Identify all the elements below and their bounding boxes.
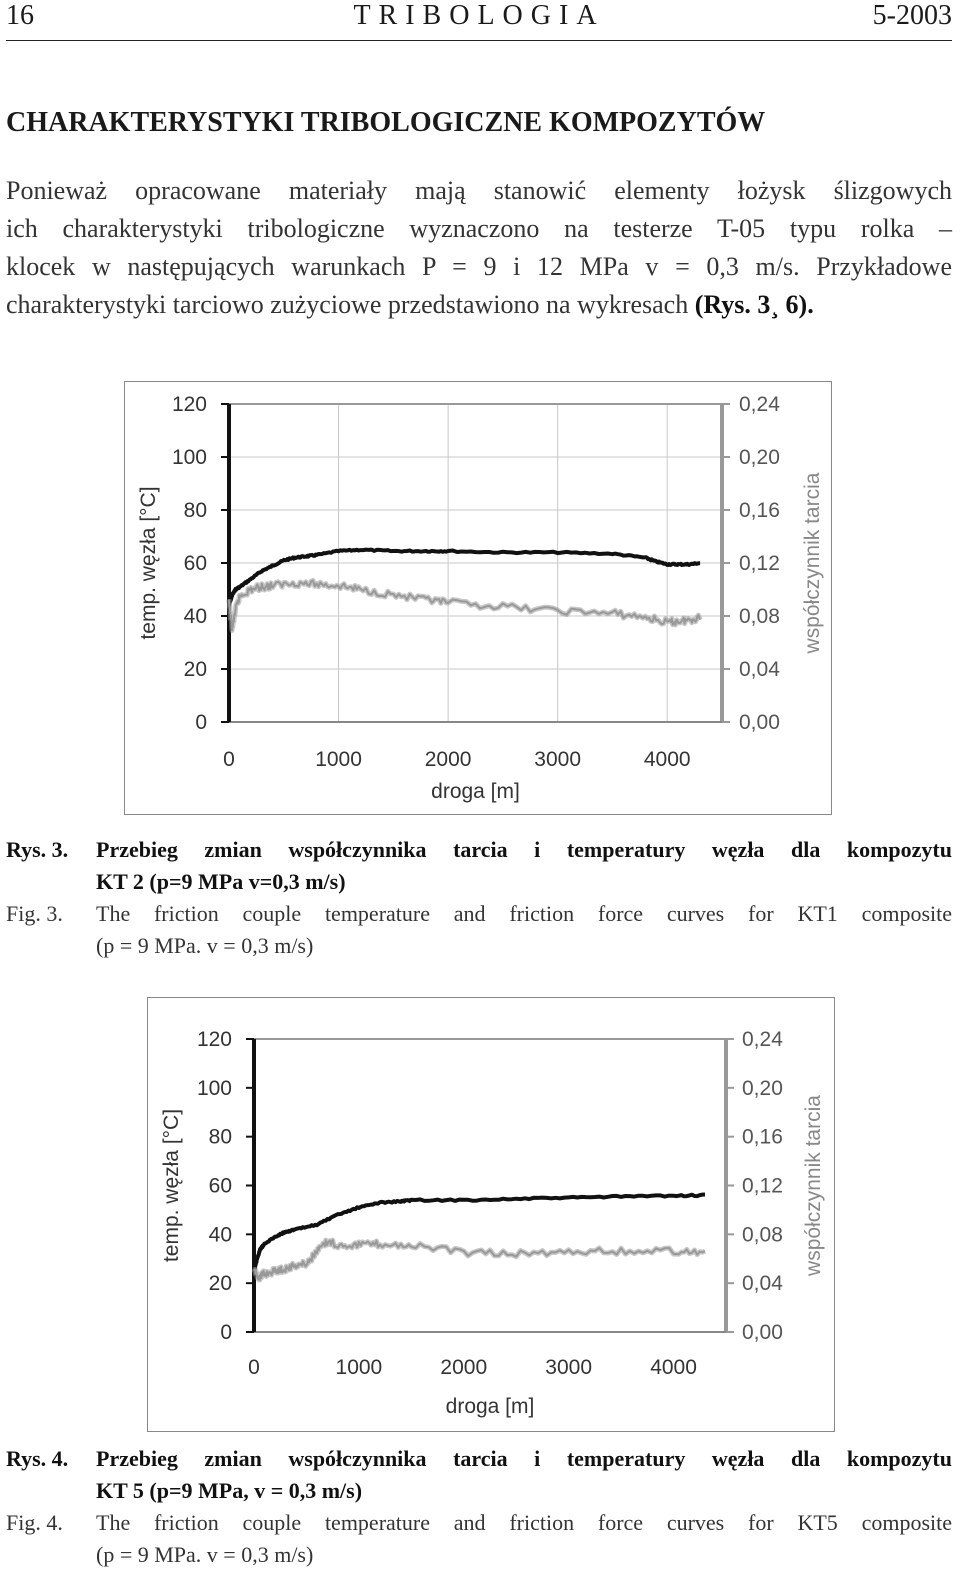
issue-number: 5-2003 [872, 0, 952, 31]
y-tick-label: 120 [197, 1028, 232, 1051]
x-tick-label: 4000 [650, 1356, 697, 1379]
figure-3-label-en: Fig. 3. [6, 901, 63, 926]
y-axis-label: temp. węzła [°C] [137, 486, 160, 639]
figure-4-caption-en: Fig. 4. The friction couple temperature … [6, 1507, 952, 1571]
y2-tick-label: 0,08 [742, 1223, 783, 1246]
figure-4-label-en: Fig. 4. [6, 1510, 63, 1535]
figure-3-chart: 0 20 40 60 80 100 120 0,00 0,04 0,08 0,12 0,16 0,20 0… [124, 381, 832, 815]
y2-tick-label: 0,12 [742, 1175, 783, 1198]
x-tick-label: 2000 [440, 1356, 487, 1379]
y2-tick-label: 0,00 [742, 1321, 783, 1344]
figure-3-caption-pl-line-2: KT 2 (p=9 MPa v=0,3 m/s) [96, 869, 346, 894]
figure-3-caption-en-line-2: (p = 9 MPa. v = 0,3 m/s) [96, 933, 314, 958]
y-axis-label: temp. węzła [°C] [160, 1109, 183, 1262]
friction-coefficient-series [253, 1239, 706, 1281]
x-axis-label: droga [m] [446, 1395, 535, 1418]
x-tick-label: 1000 [315, 748, 362, 771]
y-tick-label: 20 [184, 658, 207, 681]
temperature-series [227, 547, 702, 607]
page-number: 16 [6, 0, 34, 31]
y-tick-label: 120 [172, 393, 207, 416]
figure-4-label-pl: Rys. 4. [6, 1446, 69, 1471]
y2-tick-label: 0,04 [742, 1272, 783, 1295]
figure-4-caption-pl: Rys. 4. Przebieg zmian współczynnika tar… [6, 1443, 952, 1507]
x-tick-label: 4000 [644, 748, 691, 771]
paragraph-line-3: klocek w następujących warunkach P = 9 i… [6, 252, 952, 281]
x-tick-label: 2000 [425, 748, 472, 771]
y-tick-label: 60 [209, 1175, 232, 1198]
paragraph-line-2: ich charakterystyki tribologiczne wyznac… [6, 214, 952, 243]
figure-reference: (Rys. 3¸ 6). [694, 290, 814, 319]
y2-tick-label: 0,20 [742, 1077, 783, 1100]
y-tick-label: 100 [172, 446, 207, 469]
paragraph-line-4: charakterystyki tarciowo zużyciowe przed… [6, 290, 952, 320]
figure-4-chart: 0 20 40 60 80 100 120 0,00 0,04 0,08 0,12 0,16 0,20 0… [147, 997, 835, 1432]
figure-3-caption-pl: Rys. 3. Przebieg zmian współczynnika tar… [6, 834, 952, 898]
y2-tick-label: 0,24 [739, 393, 780, 416]
y-tick-label: 0 [220, 1321, 232, 1344]
figure-4-svg: 0 20 40 60 80 100 120 0,00 0,04 0,08 0,12 0,16 0,20 0… [160, 1028, 825, 1418]
y2-tick-label: 0,16 [739, 499, 780, 522]
friction-coefficient-series [228, 579, 702, 632]
y2-axis-label: współczynnik tarcia [801, 472, 824, 654]
page-header: TRIBOLOGIA 16 5-2003 [6, 0, 952, 41]
y-tick-label: 100 [197, 1077, 232, 1100]
figure-3-caption-en: Fig. 3. The friction couple temperature … [6, 898, 952, 962]
figure-4-caption-en-line-2: (p = 9 MPa. v = 0,3 m/s) [96, 1542, 314, 1567]
y2-tick-label: 0,08 [739, 605, 780, 628]
y2-tick-label: 0,00 [739, 711, 780, 734]
paragraph-line-4-text: charakterystyki tarciowo zużyciowe przed… [6, 290, 689, 319]
x-tick-label: 3000 [534, 748, 581, 771]
x-tick-label: 0 [248, 1356, 260, 1379]
y-tick-label: 0 [195, 711, 207, 734]
y-tick-label: 40 [209, 1223, 232, 1246]
y-tick-label: 80 [209, 1126, 232, 1149]
section-title: CHARAKTERYSTYKI TRIBOLOGICZNE KOMPOZYTÓW [6, 107, 766, 138]
friction-coefficient-band [226, 578, 703, 633]
y-tick-label: 60 [184, 552, 207, 575]
y-tick-label: 80 [184, 499, 207, 522]
y2-tick-label: 0,20 [739, 446, 780, 469]
y2-tick-label: 0,04 [739, 658, 780, 681]
paragraph-line-1: Ponieważ opracowane materiały mają stano… [6, 176, 952, 205]
y2-tick-label: 0,16 [742, 1126, 783, 1149]
figure-4-caption-en-line-1: The friction couple temperature and fric… [96, 1510, 952, 1535]
figure-4-caption-pl-line-2: KT 5 (p=9 MPa, v = 0,3 m/s) [96, 1478, 363, 1503]
y-tick-label: 40 [184, 605, 207, 628]
y2-tick-label: 0,12 [739, 552, 780, 575]
journal-name: TRIBOLOGIA [353, 0, 605, 31]
y2-axis-label: współczynnik tarcia [802, 1095, 825, 1277]
figure-3-caption-en-line-1: The friction couple temperature and fric… [96, 901, 952, 926]
x-tick-label: 0 [223, 748, 235, 771]
y2-tick-label: 0,24 [742, 1028, 783, 1051]
figure-3-label-pl: Rys. 3. [6, 837, 69, 862]
x-tick-label: 1000 [336, 1356, 383, 1379]
figure-3-caption-pl-line-1: Przebieg zmian współczynnika tarcia i te… [96, 837, 952, 862]
x-axis-label: droga [m] [431, 780, 520, 803]
y-tick-label: 20 [209, 1272, 232, 1295]
figure-4-caption-pl-line-1: Przebieg zmian współczynnika tarcia i te… [96, 1446, 952, 1471]
figure-3-svg: 0 20 40 60 80 100 120 0,00 0,04 0,08 0,12 0,16 0,20 0… [137, 393, 824, 803]
temperature-series [252, 1192, 706, 1272]
x-tick-label: 3000 [545, 1356, 592, 1379]
